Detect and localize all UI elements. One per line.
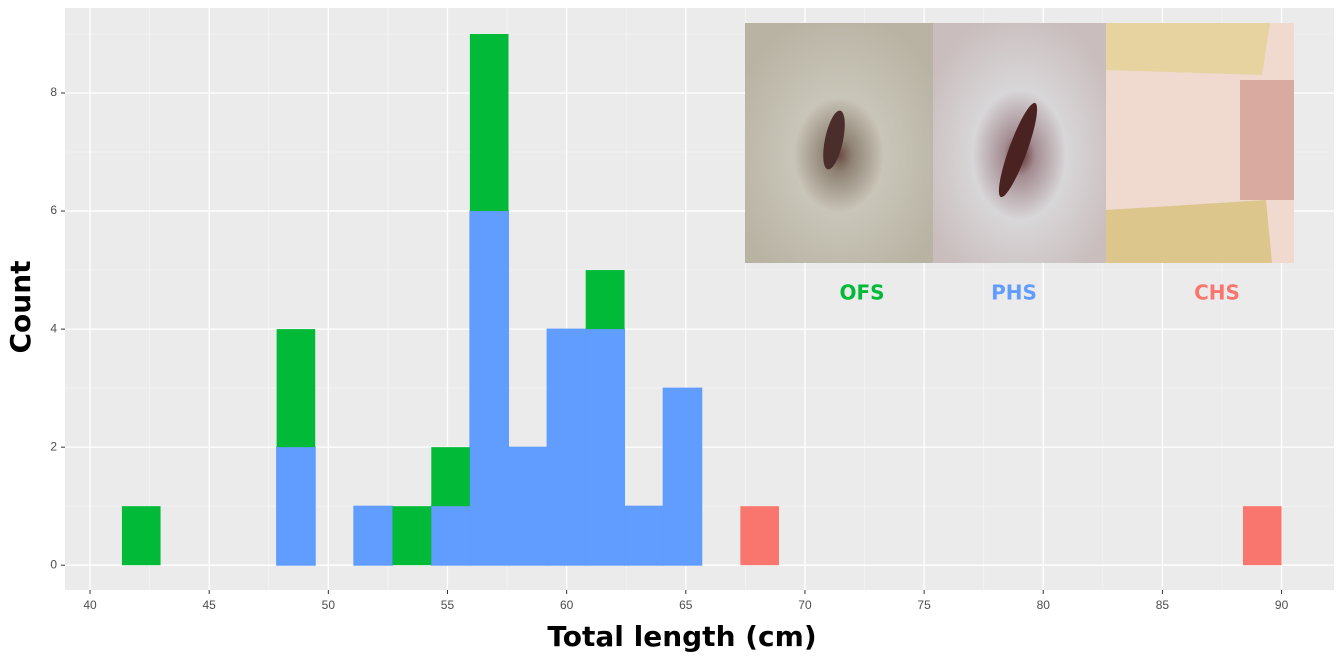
bar (121, 506, 161, 566)
y-tick-label: 4 (50, 321, 57, 335)
bar (624, 505, 664, 566)
y-tick-label: 8 (50, 85, 57, 99)
x-axis-title: Total length (cm) (547, 620, 816, 653)
photo-chs-edge (1240, 80, 1294, 200)
bar (353, 505, 393, 566)
x-tick-label: 80 (1037, 598, 1051, 612)
photo-ofs-wound (823, 110, 845, 170)
bar (546, 328, 587, 566)
legend-label: CHS (1194, 281, 1240, 305)
bar (585, 270, 625, 330)
photo-chs-clamp-bottom (1106, 200, 1272, 263)
bar (585, 328, 626, 566)
legend: OFS PHS CHS (839, 281, 1239, 305)
bar (1242, 506, 1282, 566)
bar (392, 506, 432, 566)
bar (507, 446, 548, 566)
bar (469, 210, 509, 566)
x-tick-label: 70 (798, 598, 812, 612)
x-tick-label: 55 (441, 598, 455, 612)
x-tick-label: 40 (83, 598, 97, 612)
bars (121, 33, 1282, 566)
legend-label: OFS (839, 281, 884, 305)
bar (469, 33, 509, 212)
inset-photos (745, 23, 1294, 263)
bar (431, 447, 470, 507)
x-tick-label: 85 (1156, 598, 1170, 612)
bar (740, 506, 779, 566)
bar (662, 387, 703, 566)
x-tick-label: 75 (917, 598, 931, 612)
x-tick-label: 90 (1275, 598, 1289, 612)
bar (276, 446, 316, 566)
y-axis-title: Count (4, 260, 37, 353)
x-tick-label: 50 (322, 598, 336, 612)
bar (430, 505, 471, 566)
legend-label: PHS (991, 281, 1037, 305)
photo-phs-wound (998, 102, 1038, 198)
y-tick-label: 6 (50, 203, 57, 217)
x-tick-label: 60 (560, 598, 574, 612)
x-tick-label: 45 (202, 598, 216, 612)
y-tick-label: 2 (50, 439, 57, 453)
y-tick-label: 0 (50, 557, 57, 571)
photo-chs-clamp-top (1106, 23, 1270, 75)
x-tick-label: 65 (679, 598, 693, 612)
bar (276, 329, 316, 448)
